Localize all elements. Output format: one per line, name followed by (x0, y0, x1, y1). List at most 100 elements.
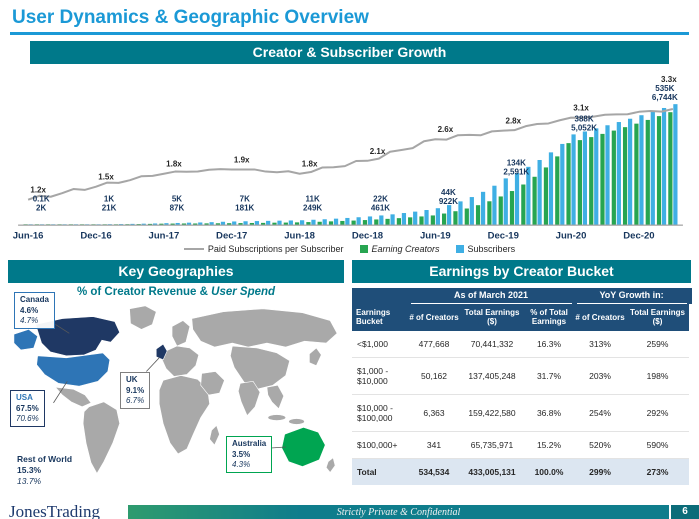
world-map (13, 305, 338, 475)
bar-subscribers (141, 223, 146, 225)
bar-subscribers (480, 191, 486, 225)
bar-earning-creators (249, 222, 254, 225)
earnings-banner: Earnings by Creator Bucket (352, 260, 691, 284)
bar-subscribers (503, 177, 508, 225)
multiple-label: 3.1x (573, 103, 589, 112)
callout-rest-of-world: Rest of World 15.3% 13.7% (12, 452, 77, 489)
bar-subscribers (209, 221, 214, 225)
bar-earning-creators (611, 130, 616, 225)
bar-subscribers (288, 219, 293, 225)
region-north-asia (191, 308, 338, 348)
creators-value-label: 11K (306, 194, 320, 203)
region-canada (35, 316, 121, 357)
bar-subscribers (526, 166, 531, 225)
bar-earning-creators (441, 213, 447, 225)
table-row: <$1,000 477,668 70,441,332 16.3% 313% 259% (352, 331, 690, 359)
subscribers-value-label: 2,591K (503, 167, 529, 176)
jonestrading-logo: JonesTrading (9, 502, 100, 519)
bar-subscribers (435, 207, 440, 225)
bar-subscribers (243, 220, 248, 225)
x-axis-tick-label: Dec-19 (488, 230, 519, 241)
bar-earning-creators (215, 222, 221, 225)
bar-earning-creators (227, 222, 232, 225)
bar-subscribers (152, 222, 158, 225)
creators-value-label: 22K (373, 194, 388, 203)
subscribers-value-label: 922K (439, 197, 458, 206)
subscribers-value-label: 181K (235, 203, 254, 212)
x-axis-tick-label: Jun-16 (13, 230, 44, 241)
bar-earning-creators (566, 142, 571, 225)
callout-country-name: Canada (20, 295, 49, 305)
bar-subscribers (605, 124, 610, 225)
bar-subscribers (469, 196, 474, 225)
x-axis-tick-label: Dec-20 (623, 230, 654, 241)
bar-subscribers (175, 222, 180, 225)
bar-subscribers (164, 222, 169, 225)
bar-earning-creators (362, 219, 368, 225)
bar-earning-creators (532, 176, 537, 225)
bar-earning-creators (543, 166, 549, 225)
callout-country-name: Rest of World (17, 454, 73, 465)
confidential-text: Strictly Private & Confidential (336, 506, 461, 518)
bar-earning-creators (261, 222, 266, 225)
region-europe (161, 346, 200, 377)
region-usa (36, 352, 111, 387)
multiple-label: 1.8x (166, 159, 182, 168)
geo-subtitle-italic: User Spend (211, 286, 276, 299)
bar-earning-creators (351, 220, 356, 225)
bar-earning-creators (159, 223, 164, 225)
table-cell: 159,422,580 (460, 394, 524, 433)
subscribers-value-label: 2K (36, 203, 46, 212)
x-axis-tick-label: Dec-16 (80, 230, 111, 241)
bar-earning-creators (668, 111, 673, 225)
multiple-label: 1.8x (302, 159, 318, 168)
region-se-asia (266, 385, 285, 410)
bar-subscribers (345, 217, 350, 225)
bar-earning-creators (125, 223, 130, 225)
table-cell: 31.7% (524, 357, 575, 396)
bar-earning-creators (328, 220, 334, 225)
subscribers-value-label: 5,052K (571, 123, 597, 132)
region-mexico (54, 387, 92, 408)
callout-spend-value: 70.6% (16, 414, 39, 424)
bar-subscribers (537, 159, 542, 225)
table-cell: 100.0% (524, 458, 575, 486)
table-row: $10,000 - $100,000 6,363 159,422,580 36.8% 2… (352, 394, 690, 433)
bar-subscribers (198, 221, 203, 225)
callout-spend-value: 4.3% (232, 460, 251, 470)
bar-earning-creators (136, 223, 141, 225)
bar-earning-creators (453, 210, 458, 225)
bar-subscribers (390, 213, 395, 225)
bar-earning-creators (634, 123, 639, 225)
growth-banner: Creator & Subscriber Growth (30, 40, 669, 64)
bar-subscribers (413, 211, 418, 225)
region-indonesia (267, 414, 286, 422)
region-uk (155, 343, 168, 361)
connector-usa (53, 381, 68, 404)
table-column-header: # of Creators (574, 303, 627, 332)
region-india (237, 381, 261, 417)
creators-value-label: 535K (655, 84, 674, 93)
callout-australia: Australia 3.5% 4.3% (226, 436, 273, 474)
geo-subtitle: % of Creator Revenue & User Spend (8, 283, 344, 299)
table-column-header: Total Earnings ($) (460, 303, 524, 332)
creators-value-label: 5K (172, 194, 182, 203)
callout-country-name: Australia (232, 439, 267, 449)
bar-earning-creators (475, 204, 481, 225)
bar-earning-creators (193, 222, 198, 225)
table-cell: 534,534 (408, 458, 460, 486)
callout-country-name: USA (16, 393, 33, 403)
creators-value-label: 44K (441, 188, 456, 197)
region-middle-east (200, 371, 225, 396)
region-scandinavia (171, 320, 191, 347)
table-group-header: YoY Growth in: (571, 288, 692, 305)
bar-subscribers (673, 103, 678, 225)
legend-item-subscribers: Subscribers (455, 244, 515, 254)
bar-subscribers (627, 118, 633, 225)
bar-earning-creators (521, 184, 526, 225)
bar-subscribers (560, 143, 565, 225)
map-rest-of-world (54, 305, 338, 475)
line-swatch-icon (183, 248, 204, 251)
earnings-table: As of March 2021 YoY Growth in: Earnings B… (352, 288, 692, 486)
